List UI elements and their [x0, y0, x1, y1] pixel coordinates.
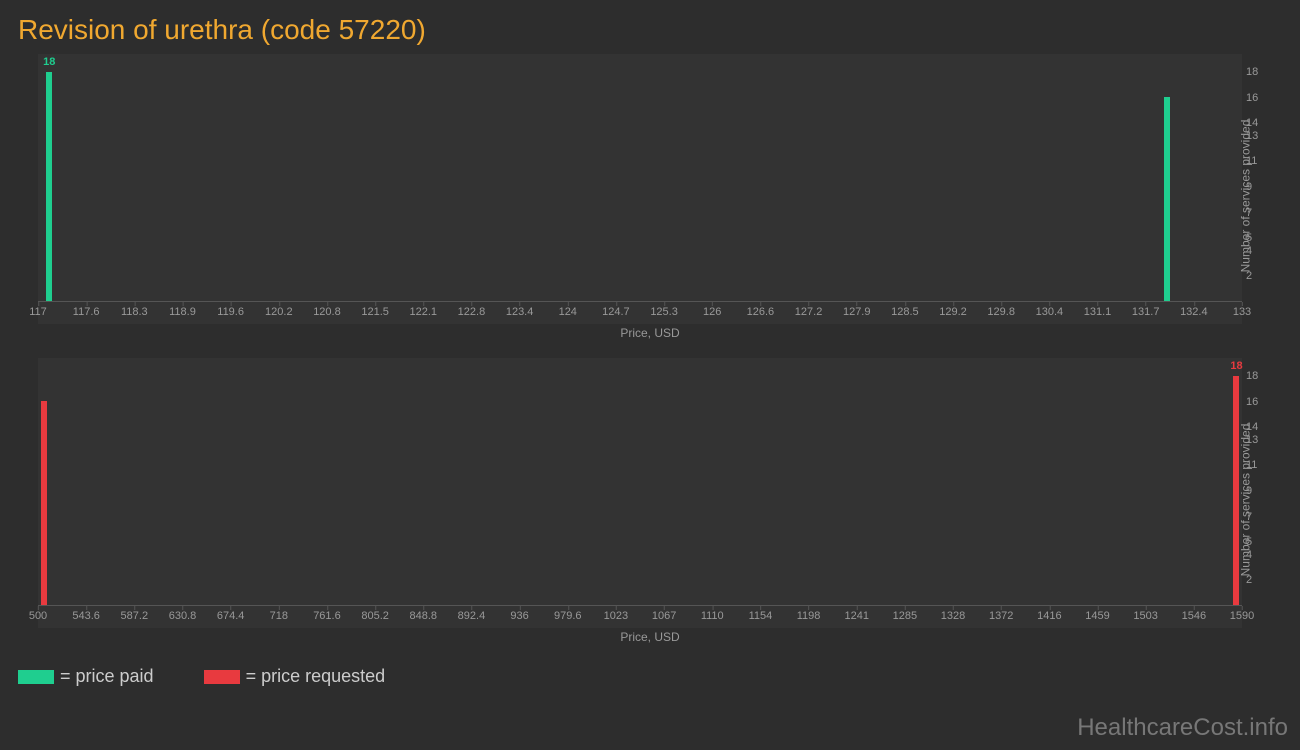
x-tick: 848.8: [410, 610, 438, 622]
x-tick: 122.8: [458, 306, 486, 318]
x-tick: 130.4: [1036, 306, 1064, 318]
x-tick: 129.2: [939, 306, 967, 318]
x-tick: 718: [270, 610, 288, 622]
x-tick: 122.1: [410, 306, 438, 318]
x-tick: 1285: [893, 610, 917, 622]
x-tick: 543.6: [72, 610, 100, 622]
chart-paid: 18 117117.6118.3118.9119.6120.2120.8121.…: [38, 54, 1242, 324]
legend-label-paid: = price paid: [60, 666, 154, 687]
x-tick: 674.4: [217, 610, 245, 622]
x-tick: 1110: [701, 610, 724, 622]
x-tick: 126: [703, 306, 721, 318]
x-tick: 500: [29, 610, 47, 622]
x-tick: 133: [1233, 306, 1251, 318]
y-tick: 16: [1246, 396, 1258, 408]
x-tick: 117.6: [73, 306, 100, 318]
x-tick: 124.7: [602, 306, 630, 318]
x-tick: 118.3: [121, 306, 148, 318]
x-tick: 120.8: [313, 306, 341, 318]
watermark: HealthcareCost.info: [1077, 714, 1288, 742]
x-tick: 129.8: [987, 306, 1015, 318]
x-tick: 587.2: [121, 610, 149, 622]
chart-requested-y-axis-label: Number of services provided: [1239, 424, 1253, 577]
bar-value-label: 18: [43, 56, 55, 68]
x-tick: 125.3: [650, 306, 678, 318]
x-tick: 1241: [844, 610, 868, 622]
y-tick: 16: [1246, 92, 1258, 104]
bar-value-label: 18: [1230, 360, 1242, 372]
x-tick: 118.9: [169, 306, 196, 318]
x-tick: 120.2: [265, 306, 293, 318]
x-tick: 126.6: [747, 306, 775, 318]
bar: [1164, 97, 1170, 301]
x-tick: 1459: [1085, 610, 1109, 622]
x-tick: 979.6: [554, 610, 582, 622]
x-tick: 1503: [1133, 610, 1157, 622]
x-tick: 936: [510, 610, 528, 622]
y-tick: 18: [1246, 66, 1258, 78]
legend-swatch-paid: [18, 670, 54, 684]
x-tick: 131.7: [1132, 306, 1160, 318]
x-tick: 119.6: [217, 306, 244, 318]
x-tick: 124: [559, 306, 577, 318]
chart-requested-container: 18 500 543.6 587.2 630.8 674.4 718 761.6 805.2 8…: [18, 358, 1282, 644]
chart-paid-y-axis-label: Number of services provided: [1239, 120, 1253, 273]
x-tick: 123.4: [506, 306, 534, 318]
x-tick: 127.2: [795, 306, 823, 318]
x-tick: 1328: [941, 610, 965, 622]
x-tick: 132.4: [1180, 306, 1208, 318]
bar: 18: [46, 72, 52, 301]
x-tick: 630.8: [169, 610, 197, 622]
x-tick: 1067: [652, 610, 676, 622]
x-tick: 1546: [1182, 610, 1206, 622]
bar: [41, 401, 47, 605]
legend-item-paid: = price paid: [18, 666, 154, 687]
x-tick: 1154: [749, 610, 773, 622]
legend-swatch-requested: [204, 670, 240, 684]
x-tick: 1416: [1037, 610, 1061, 622]
x-tick: 1590: [1230, 610, 1254, 622]
chart-paid-container: 18 117 117.6 118.3 118.9 119.6 120.2 120.8 121.…: [18, 54, 1282, 340]
legend-label-requested: = price requested: [246, 666, 386, 687]
chart-requested-x-axis-label: Price, USD: [18, 630, 1282, 644]
legend: = price paid = price requested: [0, 662, 1300, 691]
x-tick: 892.4: [458, 610, 486, 622]
x-tick: 805.2: [361, 610, 389, 622]
x-tick: 128.5: [891, 306, 919, 318]
x-tick: 761.6: [313, 610, 341, 622]
y-tick: 18: [1246, 370, 1258, 382]
chart-requested: 18 500543.6587.2630.8674.4718761.6805.28…: [38, 358, 1242, 628]
x-tick: 117: [29, 306, 47, 318]
chart-paid-x-axis-label: Price, USD: [18, 326, 1282, 340]
x-tick: 1372: [989, 610, 1013, 622]
page-title: Revision of urethra (code 57220): [0, 0, 1300, 54]
x-tick: 131.1: [1084, 306, 1112, 318]
x-tick: 121.5: [361, 306, 389, 318]
x-tick: 127.9: [843, 306, 871, 318]
x-tick: 1198: [797, 610, 821, 622]
x-tick: 1023: [604, 610, 628, 622]
legend-item-requested: = price requested: [204, 666, 386, 687]
